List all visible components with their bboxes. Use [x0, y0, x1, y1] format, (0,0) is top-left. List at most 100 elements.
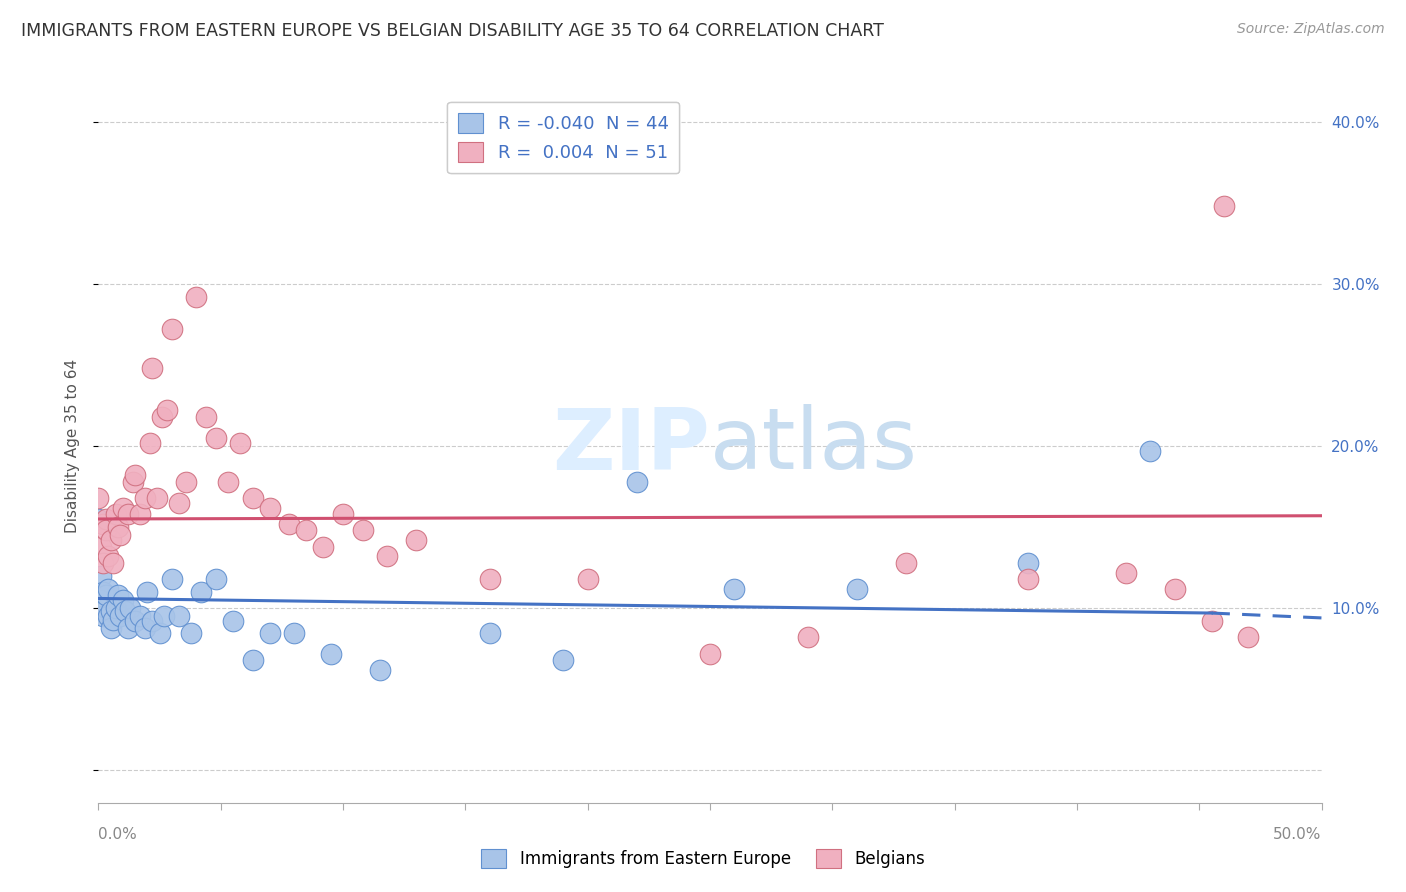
Point: [90, 593, 112, 607]
Point: [101, 613, 124, 627]
Point: [149, 625, 172, 640]
Point: [97, 582, 120, 596]
Legend: R = -0.040  N = 44, R =  0.004  N = 51: R = -0.040 N = 44, R = 0.004 N = 51: [447, 102, 679, 173]
Point: [114, 604, 136, 618]
Point: [150, 409, 173, 424]
Point: [141, 361, 163, 376]
Point: [134, 621, 156, 635]
Point: [100, 533, 122, 547]
Point: [146, 491, 169, 505]
Point: [283, 625, 305, 640]
Point: [167, 609, 190, 624]
Text: IMMIGRANTS FROM EASTERN EUROPE VS BELGIAN DISABILITY AGE 35 TO 64 CORRELATION CH: IMMIGRANTS FROM EASTERN EUROPE VS BELGIA…: [21, 22, 884, 40]
Point: [94, 512, 117, 526]
Point: [180, 625, 202, 640]
Point: [129, 507, 152, 521]
Point: [160, 322, 183, 336]
Point: [153, 609, 176, 624]
Point: [1017, 556, 1039, 570]
Y-axis label: Disability Age 35 to 64: Disability Age 35 to 64: [65, 359, 80, 533]
Point: [111, 500, 134, 515]
Point: [104, 507, 127, 521]
Point: [107, 520, 129, 534]
Point: [134, 491, 156, 505]
Point: [121, 475, 143, 489]
Point: [205, 572, 228, 586]
Point: [110, 609, 132, 624]
Point: [195, 409, 218, 424]
Point: [352, 524, 374, 538]
Point: [295, 524, 318, 538]
Point: [190, 585, 212, 599]
Point: [699, 647, 721, 661]
Point: [101, 556, 124, 570]
Point: [107, 588, 129, 602]
Point: [229, 435, 252, 450]
Point: [259, 500, 281, 515]
Point: [97, 609, 120, 624]
Point: [405, 533, 427, 547]
Point: [167, 496, 190, 510]
Text: atlas: atlas: [710, 404, 918, 488]
Point: [91, 516, 114, 531]
Point: [141, 614, 163, 628]
Point: [91, 556, 114, 570]
Point: [259, 625, 281, 640]
Point: [136, 585, 159, 599]
Point: [120, 601, 142, 615]
Point: [1115, 566, 1137, 580]
Point: [87, 512, 110, 526]
Point: [375, 549, 398, 564]
Point: [94, 588, 117, 602]
Point: [139, 435, 162, 450]
Point: [576, 572, 599, 586]
Point: [205, 431, 228, 445]
Text: ZIP: ZIP: [553, 404, 710, 488]
Point: [90, 540, 112, 554]
Text: Source: ZipAtlas.com: Source: ZipAtlas.com: [1237, 22, 1385, 37]
Point: [368, 663, 391, 677]
Point: [319, 647, 342, 661]
Point: [217, 475, 239, 489]
Point: [110, 528, 132, 542]
Point: [129, 609, 152, 624]
Point: [124, 614, 146, 628]
Text: 50.0%: 50.0%: [1274, 827, 1322, 841]
Point: [1201, 614, 1223, 628]
Point: [111, 593, 134, 607]
Point: [1139, 443, 1161, 458]
Point: [312, 540, 335, 554]
Point: [91, 585, 114, 599]
Point: [894, 556, 917, 570]
Point: [553, 653, 575, 667]
Point: [124, 468, 146, 483]
Point: [478, 625, 501, 640]
Point: [160, 572, 183, 586]
Point: [100, 621, 122, 635]
Point: [156, 403, 179, 417]
Point: [1164, 582, 1187, 596]
Point: [94, 524, 117, 538]
Point: [626, 475, 648, 489]
Point: [100, 604, 122, 618]
Point: [242, 653, 264, 667]
Point: [91, 609, 114, 624]
Point: [90, 568, 112, 582]
Point: [186, 290, 208, 304]
Point: [87, 491, 110, 505]
Point: [332, 507, 354, 521]
Point: [176, 475, 198, 489]
Point: [1017, 572, 1039, 586]
Point: [242, 491, 264, 505]
Point: [97, 549, 120, 564]
Point: [94, 601, 117, 615]
Point: [723, 582, 745, 596]
Point: [797, 631, 820, 645]
Point: [845, 582, 868, 596]
Point: [478, 572, 501, 586]
Legend: Immigrants from Eastern Europe, Belgians: Immigrants from Eastern Europe, Belgians: [475, 842, 931, 875]
Point: [1212, 199, 1234, 213]
Point: [222, 614, 245, 628]
Point: [117, 621, 139, 635]
Point: [1237, 631, 1260, 645]
